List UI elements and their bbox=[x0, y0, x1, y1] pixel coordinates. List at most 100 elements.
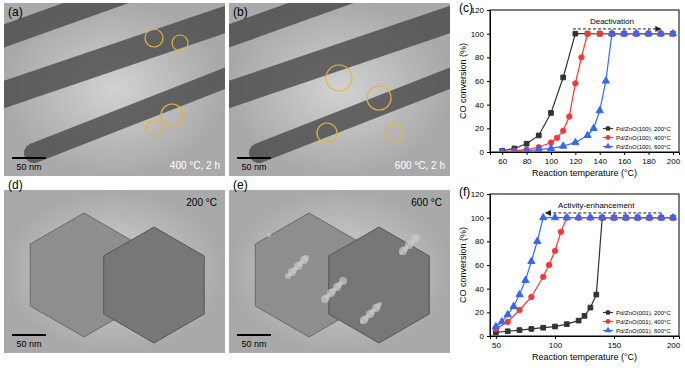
series-line bbox=[502, 34, 673, 152]
tick-mark bbox=[487, 128, 490, 129]
legend-label: Pd/ZnO(100), 600°C bbox=[616, 144, 671, 150]
scale-bar bbox=[12, 334, 46, 336]
data-point bbox=[552, 248, 557, 253]
series-line bbox=[496, 218, 673, 329]
data-point bbox=[567, 114, 572, 119]
pore bbox=[285, 273, 291, 279]
series-line bbox=[496, 218, 673, 327]
series-line bbox=[502, 34, 673, 152]
tick-mark bbox=[555, 336, 556, 339]
nanoplate bbox=[329, 227, 429, 343]
legend-label: Pd/ZnO(100), 400°C bbox=[616, 135, 671, 141]
legend-label: Pd/ZnO(001), 400°C bbox=[616, 319, 671, 325]
tick: 20 bbox=[475, 124, 490, 133]
micrograph bbox=[4, 3, 225, 176]
tick-label: 20 bbox=[475, 308, 484, 317]
image-panel: 200 °C50 nm bbox=[4, 190, 225, 353]
micrograph bbox=[229, 3, 450, 176]
tick: 20 bbox=[475, 308, 490, 317]
tick-mark bbox=[487, 289, 490, 290]
data-point bbox=[499, 148, 506, 152]
annotation-arrow bbox=[546, 212, 662, 213]
tick-mark bbox=[487, 265, 490, 266]
data-point bbox=[572, 138, 579, 144]
data-point bbox=[596, 106, 603, 112]
scale-bar bbox=[237, 334, 271, 336]
y-axis: 020406080100120 bbox=[471, 6, 491, 157]
tick-mark bbox=[527, 152, 528, 155]
micrograph bbox=[4, 190, 225, 353]
data-point bbox=[540, 214, 547, 220]
tick-label: 150 bbox=[608, 341, 622, 350]
panel-caption: 400 °C, 2 h bbox=[170, 160, 220, 171]
data-point bbox=[602, 77, 609, 83]
axis-line bbox=[487, 11, 491, 153]
data-point bbox=[505, 319, 510, 324]
tick: 180 bbox=[642, 152, 656, 166]
legend: Pd/ZnO(100), 200°CPd/ZnO(100), 400°CPd/Z… bbox=[603, 126, 671, 150]
pore bbox=[321, 295, 329, 303]
scale-bar-label: 50 nm bbox=[16, 162, 41, 172]
panel-label: (a) bbox=[8, 5, 23, 19]
pore bbox=[399, 247, 407, 255]
data-point bbox=[498, 318, 505, 324]
data-point bbox=[512, 148, 517, 152]
data-point bbox=[511, 148, 518, 152]
data-point bbox=[504, 311, 511, 317]
data-point bbox=[516, 290, 523, 296]
data-point bbox=[658, 214, 665, 220]
data-point bbox=[517, 307, 522, 312]
y-axis-title: CO conversion (%) bbox=[458, 227, 468, 303]
annotation: Deactivation bbox=[590, 17, 634, 26]
series-line bbox=[502, 34, 673, 151]
data-point bbox=[646, 214, 653, 220]
data-point bbox=[610, 214, 617, 220]
data-point bbox=[536, 133, 541, 138]
panel-label: (f) bbox=[459, 185, 470, 199]
tick: 100 bbox=[549, 336, 563, 350]
legend-marker bbox=[606, 310, 610, 314]
data-point bbox=[563, 214, 570, 220]
tick: 80 bbox=[475, 53, 490, 62]
data-point bbox=[510, 302, 517, 308]
data-point bbox=[597, 31, 602, 36]
tick-label: 0 bbox=[480, 148, 485, 157]
series-line bbox=[496, 218, 673, 333]
legend-marker bbox=[605, 143, 611, 149]
y-axis: 020406080100120 bbox=[471, 190, 491, 341]
micrograph-background bbox=[229, 190, 450, 353]
data-point bbox=[560, 142, 567, 148]
data-point bbox=[524, 141, 529, 146]
annotation: Activity-enhancement bbox=[558, 201, 635, 210]
data-point bbox=[554, 135, 559, 140]
tick-mark bbox=[673, 152, 674, 155]
highlight-circle bbox=[145, 29, 163, 47]
plot-area bbox=[492, 214, 676, 335]
tick: 60 bbox=[475, 261, 490, 270]
tick: 40 bbox=[475, 285, 490, 294]
data-point bbox=[594, 292, 599, 297]
data-point bbox=[573, 31, 578, 36]
panel-caption: 600 °C bbox=[411, 197, 442, 208]
tick-label: 100 bbox=[471, 214, 485, 223]
data-point bbox=[634, 214, 641, 220]
data-point bbox=[608, 30, 615, 36]
data-point bbox=[576, 318, 581, 323]
tick: 120 bbox=[471, 190, 490, 199]
data-point bbox=[534, 237, 541, 243]
tick-label: 40 bbox=[475, 101, 484, 110]
plot-frame bbox=[490, 194, 679, 336]
data-point bbox=[588, 305, 593, 310]
micrograph bbox=[229, 190, 450, 353]
tick: 100 bbox=[471, 30, 490, 39]
x-axis: 50100150200 bbox=[491, 336, 681, 350]
image-panel: 600 °C50 nm bbox=[229, 190, 450, 353]
tick-label: 60 bbox=[475, 261, 484, 270]
data-point bbox=[584, 131, 591, 137]
tick-label: 120 bbox=[569, 157, 583, 166]
scale-bar bbox=[237, 157, 271, 159]
panel-caption: 200 °C bbox=[186, 197, 217, 208]
tick-label: 100 bbox=[471, 30, 485, 39]
data-point bbox=[622, 214, 629, 220]
data-point bbox=[633, 30, 640, 36]
